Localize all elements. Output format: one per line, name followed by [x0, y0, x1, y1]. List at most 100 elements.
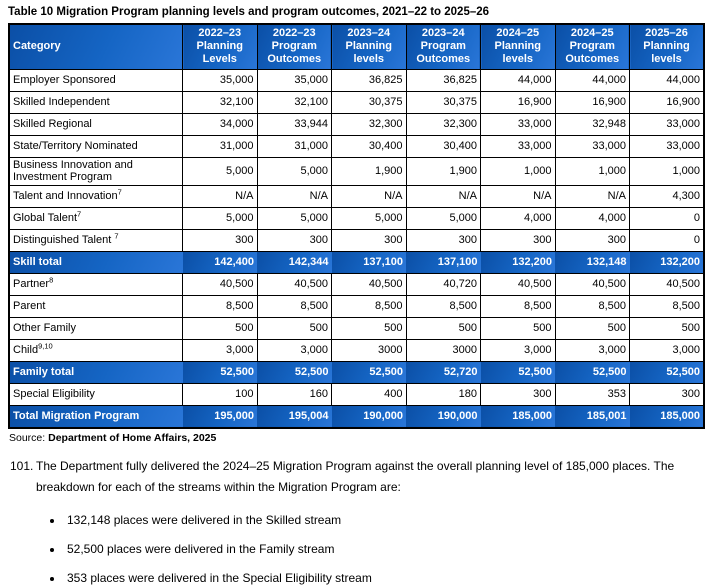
category-cell: State/Territory Nominated — [8, 134, 183, 158]
value-cell: 32,100 — [256, 90, 332, 114]
value-cell: 500 — [480, 316, 556, 340]
value-cell: 142,344 — [257, 250, 332, 274]
value-cell: 5,000 — [256, 156, 332, 186]
value-cell: 44,000 — [554, 68, 630, 92]
category-cell: Employer Sponsored — [8, 68, 183, 92]
value-cell: 500 — [554, 316, 630, 340]
category-cell: Parent — [8, 294, 183, 318]
value-cell: 0 — [629, 228, 705, 252]
value-cell: 8,500 — [554, 294, 630, 318]
source-line: Source: Department of Home Affairs, 2025 — [9, 432, 705, 444]
value-cell: 40,500 — [554, 272, 630, 296]
value-cell: 3000 — [331, 338, 407, 362]
table-header: Category 2022–23 Planning Levels 2022–23 P… — [8, 23, 705, 70]
bullet-list: 132,148 places were delivered in the Ski… — [8, 511, 705, 587]
value-cell: 132,200 — [480, 250, 555, 274]
value-cell: 16,900 — [480, 90, 556, 114]
value-cell: 30,400 — [331, 134, 407, 158]
value-cell: 300 — [182, 228, 258, 252]
value-cell: 185,000 — [480, 404, 555, 429]
value-cell: 1,000 — [554, 156, 630, 186]
value-cell: 52,500 — [331, 360, 406, 384]
value-cell: 31,000 — [182, 134, 258, 158]
category-cell: Total Migration Program — [9, 404, 183, 429]
value-cell: 137,100 — [331, 250, 406, 274]
value-cell: 4,000 — [480, 206, 556, 230]
value-cell: 8,500 — [182, 294, 258, 318]
total-row: Skill total 142,400 142,344 137,100 137,100 1… — [9, 250, 704, 274]
value-cell: 33,000 — [480, 134, 556, 158]
value-cell: 33,000 — [480, 112, 556, 136]
value-cell: 1,900 — [331, 156, 407, 186]
value-cell: 4,000 — [554, 206, 630, 230]
value-cell: 100 — [182, 382, 258, 406]
value-cell: 33,000 — [629, 134, 705, 158]
value-cell: 300 — [480, 228, 556, 252]
category-cell: Child9,10 — [8, 338, 183, 362]
table-row: Special Eligibility 100 160 400 180 300 353 300 — [8, 382, 705, 406]
category-cell: Partner8 — [8, 272, 183, 296]
bullet-item: 132,148 places were delivered in the Ski… — [64, 511, 705, 529]
footnote-marker: 8 — [49, 275, 54, 285]
value-cell: 35,000 — [182, 68, 258, 92]
column-header-category: Category — [8, 23, 183, 70]
value-cell: 5,000 — [182, 206, 258, 230]
value-cell: N/A — [331, 184, 407, 208]
paragraph-text: The Department fully delivered the 2024–… — [36, 458, 675, 494]
value-cell: 5,000 — [405, 206, 481, 230]
value-cell: 40,500 — [256, 272, 332, 296]
category-cell: Special Eligibility — [8, 382, 183, 406]
value-cell: 30,375 — [405, 90, 481, 114]
value-cell: 500 — [182, 316, 258, 340]
value-cell: 5,000 — [182, 156, 258, 186]
paragraph-101: 101. The Department fully delivered the … — [10, 456, 705, 498]
footnote-marker: 9,10 — [38, 341, 53, 351]
column-header: 2022–23 Planning Levels — [182, 23, 258, 70]
value-cell: 300 — [405, 228, 481, 252]
value-cell: 52,720 — [406, 360, 481, 384]
value-cell: 33,000 — [629, 112, 705, 136]
value-cell: 300 — [629, 382, 705, 406]
value-cell: 500 — [331, 316, 407, 340]
value-cell: 8,500 — [256, 294, 332, 318]
value-cell: N/A — [256, 184, 332, 208]
category-cell: Family total — [9, 360, 183, 384]
total-row: Total Migration Program 195,000 195,004 190… — [9, 404, 704, 429]
value-cell: 500 — [256, 316, 332, 340]
paragraph-number: 101. — [10, 458, 34, 473]
value-cell: 3000 — [405, 338, 481, 362]
value-cell: 52,500 — [555, 360, 630, 384]
category-cell: Skilled Independent — [8, 90, 183, 114]
total-row: Family total 52,500 52,500 52,500 52,720 52,5… — [9, 360, 704, 384]
category-cell: Distinguished Talent 7 — [8, 228, 183, 252]
bullet-item: 353 places were delivered in the Special… — [64, 569, 705, 587]
value-cell: 36,825 — [405, 68, 481, 92]
value-cell: 52,500 — [629, 360, 704, 384]
value-cell: 190,000 — [331, 404, 406, 429]
value-cell: 300 — [256, 228, 332, 252]
value-cell: 40,720 — [405, 272, 481, 296]
value-cell: 300 — [554, 228, 630, 252]
source-prefix: Source: — [9, 431, 49, 444]
value-cell: 44,000 — [629, 68, 705, 92]
value-cell: 3,000 — [629, 338, 705, 362]
value-cell: 160 — [256, 382, 332, 406]
value-cell: N/A — [405, 184, 481, 208]
table-row: Talent and Innovation7 N/A N/A N/A N/A N/A N/A… — [8, 184, 705, 208]
table-row: Employer Sponsored 35,000 35,000 36,825 36,8… — [8, 68, 705, 92]
column-header: 2022–23 Program Outcomes — [256, 23, 332, 70]
table-row: Business Innovation and Investment Progr… — [8, 156, 705, 186]
value-cell: 8,500 — [480, 294, 556, 318]
value-cell: 30,400 — [405, 134, 481, 158]
bullet-item: 52,500 places were delivered in the Fami… — [64, 540, 705, 558]
table-row: Global Talent7 5,000 5,000 5,000 5,000 4,000 4… — [8, 206, 705, 230]
footnote-marker: 7 — [117, 187, 122, 197]
value-cell: 32,948 — [554, 112, 630, 136]
value-cell: 52,500 — [480, 360, 555, 384]
value-cell: 300 — [331, 228, 407, 252]
value-cell: 500 — [405, 316, 481, 340]
value-cell: 3,000 — [182, 338, 258, 362]
value-cell: 40,500 — [629, 272, 705, 296]
value-cell: 34,000 — [182, 112, 258, 136]
